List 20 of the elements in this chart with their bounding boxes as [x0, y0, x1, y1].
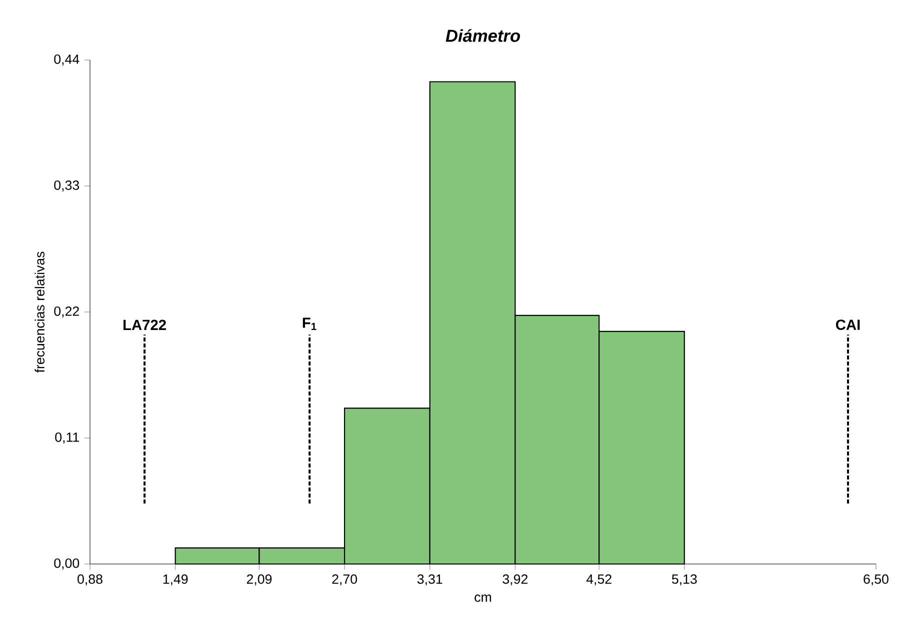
y-axis-title: frecuencias relativas [34, 252, 44, 373]
x-tick-label: 5,13 [672, 574, 697, 586]
x-tick-label: 3,92 [502, 574, 528, 586]
y-tick-label: 0,33 [54, 180, 80, 192]
ref-line-label: LA722 [124, 320, 166, 330]
x-tick-label: 1,49 [163, 574, 188, 586]
x-tick-label: 6,50 [864, 574, 888, 586]
chart-title: Diámetro [446, 29, 520, 42]
x-tick-label: 0,88 [78, 574, 102, 586]
text: F$_{1}$ [302, 318, 316, 330]
x-axis-title: cm [474, 594, 492, 602]
x-tick-label: 2,70 [332, 574, 358, 586]
y-tick-label: 0,11 [55, 432, 79, 444]
ref-line-label: CAI [836, 320, 860, 330]
y-tick-label: 0,00 [54, 558, 80, 570]
y-tick-label: 0,44 [54, 54, 80, 66]
x-tick-label: 4,52 [586, 574, 612, 586]
y-tick-label: 0,22 [54, 306, 79, 318]
x-tick-label: 3,31 [417, 574, 442, 586]
x-tick-label: 2,09 [246, 574, 272, 586]
